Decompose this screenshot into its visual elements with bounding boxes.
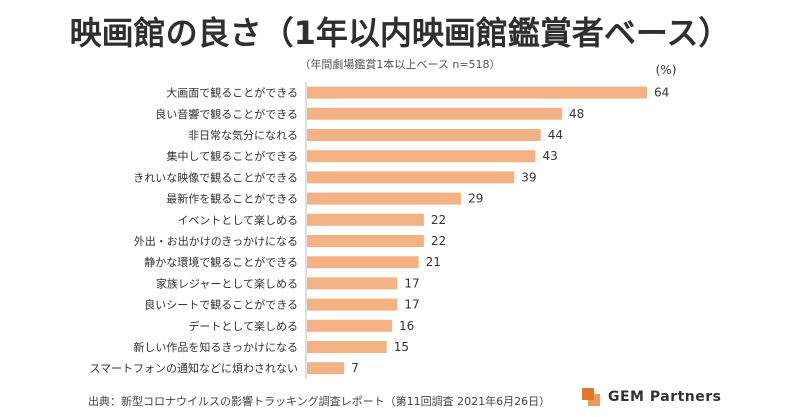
data-label: 7	[351, 361, 359, 375]
category-label: デートとして楽しめる	[188, 319, 298, 333]
category-label: 外出・お出かけのきっかけになる	[134, 234, 298, 248]
category-label: 大画面で観ることができる	[166, 86, 298, 100]
category-label: 家族レジャーとして楽しめる	[156, 276, 298, 290]
bar	[307, 129, 541, 141]
bar	[307, 192, 462, 205]
category-label: 良い音響で観ることができる	[155, 107, 298, 121]
category-label: 最新作を観ることができる	[166, 192, 298, 206]
category-label: 非日常な気分になれる	[188, 128, 298, 142]
data-label: 15	[394, 340, 409, 354]
bar	[307, 362, 345, 375]
logo-text: GEM Partners	[608, 389, 722, 405]
category-label: スマートフォンの通知などに煩わされない	[89, 361, 298, 375]
category-label: イベントとして楽しめる	[177, 214, 298, 227]
unit-label: (%)	[656, 63, 677, 77]
chart-title: 映画館の良さ（1年以内映画館鑑賞者ベース）	[69, 14, 731, 52]
data-label: 39	[521, 170, 536, 184]
source-note: 出典：新型コロナウイルスの影響トラッキング調査レポート（第11回調査 2021年…	[88, 395, 551, 408]
data-label: 22	[431, 234, 446, 248]
data-label: 17	[404, 298, 419, 312]
bar	[307, 107, 562, 120]
bar	[307, 171, 515, 184]
data-label: 22	[431, 213, 446, 227]
chart-subtitle: （年間劇場鑑賞1本以上ベース n=518）	[299, 58, 501, 71]
bar	[307, 277, 398, 290]
bar	[307, 341, 387, 353]
company-logo: GEM Partners	[580, 385, 722, 409]
bar	[307, 86, 647, 99]
bar	[307, 235, 424, 247]
data-label: 64	[654, 86, 669, 100]
data-label: 43	[542, 149, 557, 163]
bar	[307, 298, 398, 311]
data-label: 29	[468, 192, 483, 206]
category-label: 集中して観ることができる	[167, 149, 298, 163]
data-label: 44	[548, 128, 563, 142]
data-label: 48	[569, 107, 584, 121]
bar	[307, 319, 392, 332]
bar	[307, 213, 424, 226]
data-label: 16	[399, 319, 414, 333]
bar	[307, 256, 419, 269]
bar	[307, 150, 536, 163]
data-label: 17	[404, 276, 419, 290]
category-label: きれいな映像で観ることができる	[133, 170, 298, 184]
gem-logo-icon	[582, 388, 600, 406]
category-label: 静かな環境で観ることができる	[144, 255, 298, 269]
category-label: 良いシートで観ることができる	[144, 298, 298, 312]
data-label: 21	[426, 255, 441, 269]
category-label: 新しい作品を知るきっかけになる	[133, 340, 298, 354]
